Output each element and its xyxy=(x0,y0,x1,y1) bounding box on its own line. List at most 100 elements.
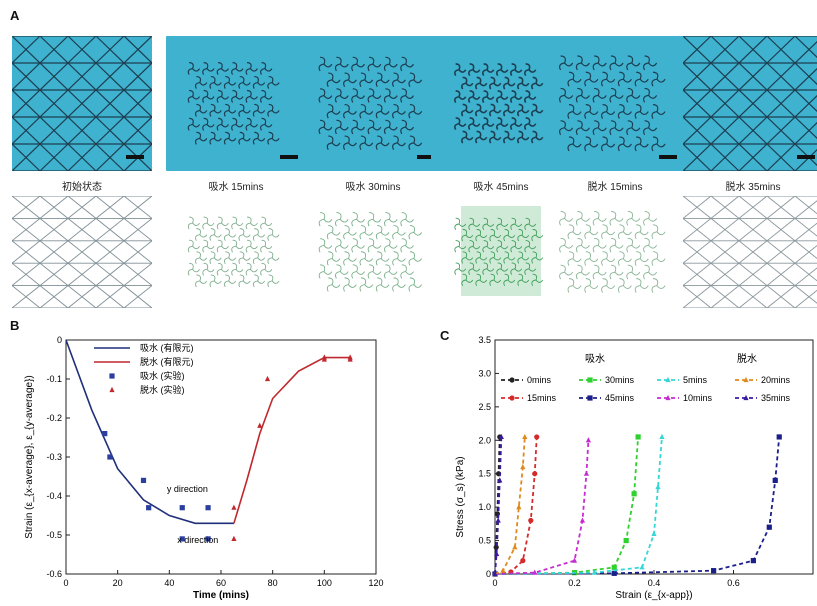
legend-marker xyxy=(509,377,515,383)
x-tick-label: 0 xyxy=(492,578,497,588)
legend-swatch xyxy=(109,373,115,379)
legend-label: 吸水 (有限元) xyxy=(140,342,194,353)
data-point-5 xyxy=(579,517,586,523)
series-line-1 xyxy=(494,436,538,575)
legend-marker xyxy=(743,394,749,401)
legend-label: 0mins xyxy=(527,375,552,385)
stage-caption: 脱水 35mins xyxy=(725,182,781,193)
x-tick-label: 120 xyxy=(368,578,383,588)
panel-b-letter: B xyxy=(10,318,20,333)
data-point-3 xyxy=(611,570,617,576)
scale-bar xyxy=(126,155,144,159)
panel-c-letter: C xyxy=(440,328,450,343)
scale-bar xyxy=(280,155,298,159)
stage-caption: 吸水 15mins xyxy=(208,182,264,193)
legend-marker xyxy=(665,376,671,383)
annotation-x-direction: x direction xyxy=(177,535,218,545)
y-tick-label: -0.5 xyxy=(46,530,62,540)
y-axis-label: Stress (σ_s) (kPa) xyxy=(455,456,466,537)
data-point-2 xyxy=(205,505,211,511)
data-point-2 xyxy=(623,537,629,544)
y-tick-label: 0.5 xyxy=(478,536,491,546)
x-axis-label: Time (mins) xyxy=(193,590,249,601)
series-line-1 xyxy=(233,356,351,524)
series-line-4 xyxy=(494,436,663,575)
legend-label: 35mins xyxy=(761,393,791,403)
scale-bar xyxy=(659,155,677,159)
data-point-5 xyxy=(583,470,590,476)
annotation-y-direction: y direction xyxy=(167,484,208,494)
simulation-stage-0 xyxy=(0,195,293,309)
y-tick-label: 2.0 xyxy=(478,435,491,445)
photo-stage-5 xyxy=(683,36,817,171)
y-tick-label: -0.1 xyxy=(46,374,62,384)
y-tick-label: 1.5 xyxy=(478,469,491,479)
data-point-6 xyxy=(516,504,522,510)
data-point-4 xyxy=(639,564,645,570)
data-point-2 xyxy=(107,454,113,460)
legend-label: 30mins xyxy=(605,375,635,385)
legend-marker xyxy=(743,376,749,383)
series-line-7 xyxy=(494,436,503,575)
data-point-3 xyxy=(750,558,756,564)
y-tick-label: 0 xyxy=(486,569,491,579)
data-point-6 xyxy=(522,433,528,440)
data-point-3 xyxy=(772,477,778,483)
stage-caption: 脱水 15mins xyxy=(587,182,643,193)
legend-label: 10mins xyxy=(683,393,713,403)
data-point-5 xyxy=(585,437,592,443)
stage-caption: 吸水 45mins xyxy=(473,182,529,193)
strain-time-chart: 0 20 40 60 80 100 120 0 -0.1 -0.2 -0.3 -0.4 -0.5 -0.6… xyxy=(24,335,384,601)
legend-marker xyxy=(587,395,593,401)
series-line-5 xyxy=(494,440,590,575)
data-point-1 xyxy=(528,517,534,524)
data-point-3 xyxy=(257,422,263,428)
stage-caption: 吸水 30mins xyxy=(345,182,401,193)
y-tick-label: 1.0 xyxy=(478,502,491,512)
y-tick-label: -0.2 xyxy=(46,413,62,423)
data-point-2 xyxy=(140,477,147,483)
stage-caption: 初始状态 xyxy=(62,182,102,193)
y-tick-label: 0 xyxy=(57,335,62,345)
legend-label: 脱水 (有限元) xyxy=(140,356,194,367)
data-point-3 xyxy=(231,504,237,510)
y-tick-label: 2.5 xyxy=(478,402,491,412)
data-point-5 xyxy=(532,569,538,575)
data-point-1 xyxy=(520,558,526,564)
group-label-absorb: 吸水 xyxy=(585,353,605,365)
data-point-4 xyxy=(651,530,657,536)
x-tick-label: 100 xyxy=(317,578,332,588)
x-tick-label: 40 xyxy=(164,578,174,588)
data-point-5 xyxy=(571,557,578,563)
data-point-4 xyxy=(591,569,597,575)
series-line-2 xyxy=(494,436,639,575)
y-axis-label: Strain (ε_{x-average}, ε_{y-average}) xyxy=(24,375,35,538)
data-point-1 xyxy=(534,434,540,440)
x-tick-label: 60 xyxy=(216,578,226,588)
data-point-2 xyxy=(179,536,185,542)
panel-a-letter: A xyxy=(10,8,20,23)
data-point-7 xyxy=(498,433,504,440)
data-point-6 xyxy=(520,463,526,470)
data-point-6 xyxy=(512,544,518,550)
x-tick-label: 20 xyxy=(113,578,123,588)
stress-strain-chart: 0 0.2 0.4 0.6 0 0.5 1.0 1.5 2.0 2.5 3.0 3.5 Strain (… xyxy=(455,335,814,601)
simulation-stage-3 xyxy=(431,196,571,308)
legend-label: 脱水 (实验) xyxy=(140,384,185,395)
series-line-0 xyxy=(65,339,234,525)
x-tick-label: 80 xyxy=(268,578,278,588)
legend-swatch xyxy=(109,386,115,393)
y-tick-label: 3.5 xyxy=(478,335,491,345)
data-point-4 xyxy=(659,433,665,440)
data-point-2 xyxy=(146,505,152,511)
data-point-3 xyxy=(231,535,237,541)
legend-label: 15mins xyxy=(527,393,557,403)
x-tick-label: 0.6 xyxy=(727,578,740,588)
data-point-2 xyxy=(102,431,108,437)
x-axis-label: Strain (ε_{x-app}) xyxy=(615,590,692,601)
data-point-7 xyxy=(497,477,503,483)
data-point-3 xyxy=(321,356,327,362)
data-point-2 xyxy=(611,564,617,570)
simulation-stage-1 xyxy=(166,196,306,308)
legend-label: 45mins xyxy=(605,393,635,403)
